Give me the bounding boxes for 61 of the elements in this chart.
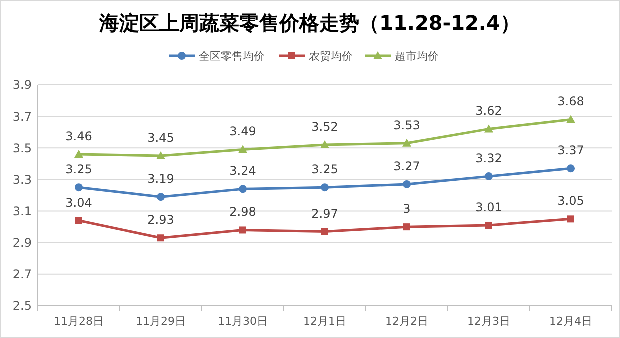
data-label: 2.93 bbox=[148, 213, 174, 228]
point bbox=[486, 222, 492, 229]
legend-label: 全区零售均价 bbox=[199, 50, 265, 63]
data-label: 3.49 bbox=[230, 124, 256, 139]
point bbox=[320, 140, 330, 148]
point bbox=[404, 224, 410, 231]
data-label: 3.53 bbox=[394, 118, 420, 132]
y-tick-label: 3.3 bbox=[12, 172, 32, 187]
x-tick-label: 12月2日 bbox=[386, 315, 428, 328]
y-tick-label: 3.9 bbox=[12, 78, 32, 92]
data-label: 3.45 bbox=[148, 131, 174, 146]
point bbox=[568, 216, 574, 223]
y-tick-label: 2.5 bbox=[12, 299, 32, 314]
x-tick-label: 12月4日 bbox=[550, 315, 592, 328]
point bbox=[156, 152, 166, 160]
data-label: 3.25 bbox=[312, 162, 338, 177]
legend-label: 农贸均价 bbox=[309, 50, 353, 63]
y-tick-label: 3.1 bbox=[12, 204, 32, 218]
point bbox=[322, 228, 328, 236]
point bbox=[566, 115, 576, 124]
data-label: 2.97 bbox=[312, 206, 338, 221]
data-label: 2.98 bbox=[230, 205, 256, 220]
data-label: 3.52 bbox=[312, 120, 338, 134]
point bbox=[157, 193, 165, 202]
x-tick-label: 11月30日 bbox=[218, 315, 268, 328]
y-tick-label: 3.7 bbox=[12, 110, 32, 124]
point bbox=[239, 185, 247, 194]
point bbox=[321, 184, 329, 192]
data-label: 3.01 bbox=[476, 200, 502, 214]
point bbox=[484, 124, 494, 133]
legend-label: 超市均价 bbox=[395, 50, 439, 63]
y-tick-label: 2.7 bbox=[12, 268, 32, 282]
data-label: 3.62 bbox=[476, 104, 502, 118]
data-label: 3.05 bbox=[558, 194, 584, 208]
data-label: 3 bbox=[403, 202, 411, 216]
point bbox=[74, 150, 84, 158]
data-label: 3.19 bbox=[148, 172, 174, 186]
data-label: 3.27 bbox=[394, 159, 420, 174]
data-label: 3.04 bbox=[66, 196, 92, 210]
point bbox=[567, 164, 575, 173]
point bbox=[75, 184, 83, 192]
data-label: 3.68 bbox=[558, 94, 584, 109]
data-label: 3.25 bbox=[66, 162, 92, 177]
point bbox=[158, 234, 164, 242]
x-tick-label: 12月1日 bbox=[304, 315, 346, 328]
x-tick-label: 11月29日 bbox=[136, 315, 186, 328]
chart-title: 海淀区上周蔬菜零售价格走势（11.28-12.4） bbox=[98, 11, 520, 35]
data-label: 3.46 bbox=[66, 129, 92, 144]
y-tick-label: 3.5 bbox=[12, 141, 32, 156]
point bbox=[403, 180, 411, 188]
point bbox=[238, 145, 248, 154]
data-label: 3.24 bbox=[230, 164, 256, 178]
point bbox=[240, 226, 246, 234]
point bbox=[402, 138, 412, 147]
point bbox=[76, 217, 82, 224]
x-tick-label: 11月28日 bbox=[54, 315, 104, 328]
y-tick-label: 2.9 bbox=[12, 236, 32, 250]
point bbox=[485, 172, 493, 181]
data-label: 3.37 bbox=[558, 144, 584, 158]
data-label: 3.32 bbox=[476, 152, 502, 166]
x-tick-label: 12月3日 bbox=[468, 315, 510, 328]
